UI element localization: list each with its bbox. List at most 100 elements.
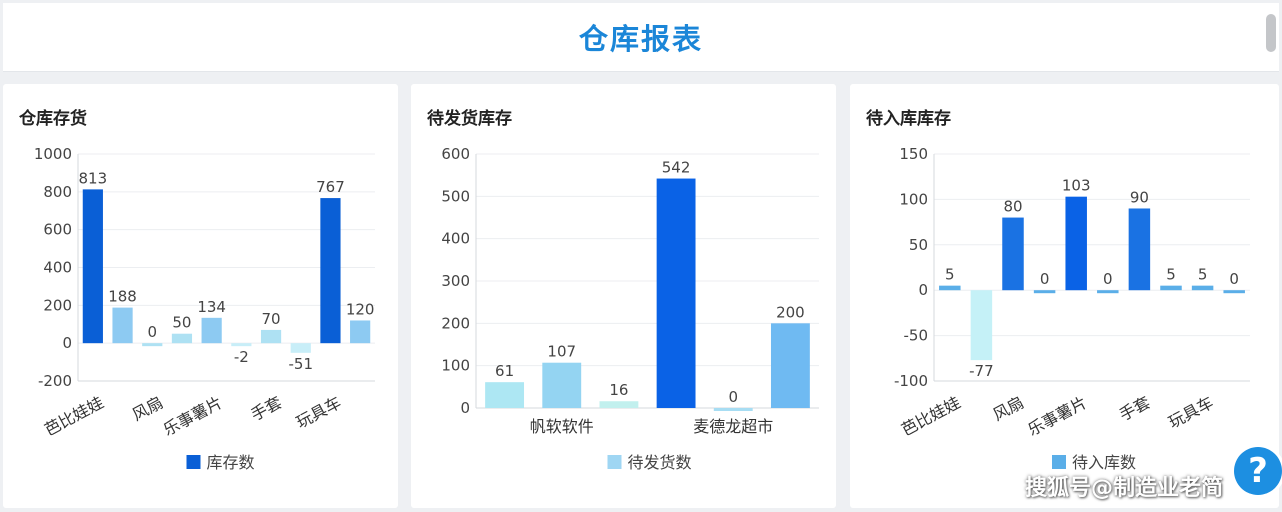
bar	[1002, 217, 1024, 291]
y-tick-label: 300	[441, 272, 470, 290]
panel-pending-shipment: 待发货库存 0 100 200 300 400 500 600 61 107 帆软软件 16 542 0…	[411, 84, 836, 508]
bar-value-label: 70	[262, 310, 281, 328]
question-mark-icon: ?	[1248, 451, 1268, 491]
x-category-label: 风扇	[990, 393, 1027, 425]
y-tick-label: 150	[899, 145, 928, 163]
y-tick-label: 0	[918, 281, 928, 299]
bar	[1065, 196, 1087, 291]
bar-value-label: 5	[1166, 266, 1176, 284]
bar-value-label: 200	[776, 303, 805, 321]
y-tick-label: 600	[43, 221, 72, 239]
bar	[1160, 285, 1182, 291]
bar-value-label: 0	[147, 323, 157, 341]
bar-value-label: 134	[197, 298, 226, 316]
y-tick-label: 100	[899, 190, 928, 208]
bar	[1223, 290, 1245, 294]
y-tick-label: 200	[441, 314, 470, 332]
panel-title: 仓库存货	[19, 109, 87, 129]
bar	[142, 343, 163, 347]
x-category-label: 乐事薯片	[160, 393, 225, 440]
bar	[1097, 290, 1119, 294]
bar	[171, 333, 193, 344]
bar	[201, 317, 222, 344]
bar-value-label: 767	[316, 178, 345, 196]
bar-value-label: 188	[108, 288, 137, 306]
bar	[82, 189, 103, 344]
y-tick-label: 200	[43, 296, 72, 314]
panel-warehouse-stock: 仓库存货 -200 0 200 400 600 800 1000 813 芭比娃娃 188 0 风扇 5…	[3, 84, 398, 508]
y-tick-label: -100	[894, 372, 928, 390]
x-category-label: 芭比娃娃	[41, 393, 106, 440]
panel-title: 待发货库存	[427, 109, 512, 129]
watermark-text: 搜狐号@制造业老简	[1025, 476, 1224, 501]
bar-value-label: 80	[1003, 198, 1022, 216]
bar-value-label: 103	[1062, 177, 1091, 195]
pending-shipment-chart: 0 100 200 300 400 500 600 61 107 帆软软件 16 542 0 麦德龙超市 2…	[441, 145, 819, 472]
bar	[542, 362, 582, 408]
bar	[231, 343, 252, 347]
bar-value-label: 5	[945, 266, 955, 284]
bar-value-label: 542	[662, 159, 691, 177]
x-category-label: 芭比娃娃	[898, 393, 963, 440]
x-category-label: 乐事薯片	[1025, 393, 1090, 440]
y-tick-label: 50	[909, 236, 928, 254]
x-category-label: 玩具车	[1165, 393, 1216, 432]
bar-value-label: 50	[172, 314, 191, 332]
bar-value-label: 61	[495, 362, 514, 380]
legend-swatch	[186, 455, 201, 469]
y-tick-label: -200	[38, 372, 72, 390]
bar	[770, 323, 810, 408]
bar-value-label: 813	[79, 169, 108, 187]
panel-title: 待入库库存	[866, 109, 951, 129]
bar	[970, 290, 993, 361]
legend-swatch	[607, 455, 622, 469]
x-category-label: 帆软软件	[530, 417, 594, 436]
x-category-label: 手套	[1116, 393, 1153, 425]
bar-value-label: 0	[728, 388, 738, 406]
bar-value-label: 16	[609, 381, 628, 399]
panel-pending-inbound: 待入库库存 -100 -50 0 50 100 150 5 芭比娃娃 -77 80 风扇 0 103 乐事…	[850, 84, 1279, 508]
y-tick-label: -50	[904, 327, 929, 345]
report-header: 仓库报表	[3, 3, 1279, 72]
bar	[939, 285, 961, 291]
x-category-label: 手套	[248, 393, 285, 425]
bar-value-label: -51	[289, 355, 314, 373]
y-tick-label: 600	[441, 145, 470, 163]
y-tick-label: 100	[441, 357, 470, 375]
y-tick-label: 0	[62, 334, 72, 352]
pending-inbound-chart: -100-500501001505芭比娃娃-7780风扇0103乐事薯片090手…	[894, 145, 1250, 472]
x-category-label: 麦德龙超市	[693, 417, 773, 436]
y-tick-label: 400	[43, 259, 72, 277]
bar	[713, 408, 753, 411]
bar	[1128, 208, 1151, 291]
bar-value-label: 90	[1130, 188, 1149, 206]
bar	[485, 382, 525, 408]
bar	[350, 320, 371, 344]
legend-label: 待入库数	[1072, 453, 1136, 472]
legend-swatch	[1052, 455, 1066, 469]
y-tick-label: 0	[460, 399, 470, 417]
bar-value-label: -2	[234, 348, 249, 366]
bar-value-label: 0	[1229, 270, 1239, 288]
bar-value-label: 120	[346, 300, 375, 318]
bar-value-label: 5	[1198, 266, 1208, 284]
x-category-label: 玩具车	[293, 393, 344, 432]
bar	[260, 329, 282, 344]
legend-label: 库存数	[207, 453, 255, 472]
y-tick-label: 1000	[34, 145, 72, 163]
bar	[320, 198, 341, 344]
bar	[112, 307, 133, 344]
bar	[1033, 290, 1056, 294]
bar-value-label: -77	[969, 362, 994, 380]
scrollbar-thumb[interactable]	[1266, 14, 1276, 52]
bar	[1191, 285, 1214, 291]
bar	[290, 343, 311, 353]
bar	[599, 401, 639, 408]
bar-value-label: 0	[1040, 270, 1050, 288]
warehouse-stock-chart: -200 0 200 400 600 800 1000 813 芭比娃娃 188 0 风扇 50 134 乐…	[34, 145, 375, 472]
bar-value-label: 107	[547, 343, 576, 361]
y-tick-label: 400	[441, 230, 470, 248]
y-tick-label: 800	[43, 183, 72, 201]
bar-value-label: 0	[1103, 270, 1113, 288]
help-button[interactable]: ?	[1234, 447, 1282, 495]
